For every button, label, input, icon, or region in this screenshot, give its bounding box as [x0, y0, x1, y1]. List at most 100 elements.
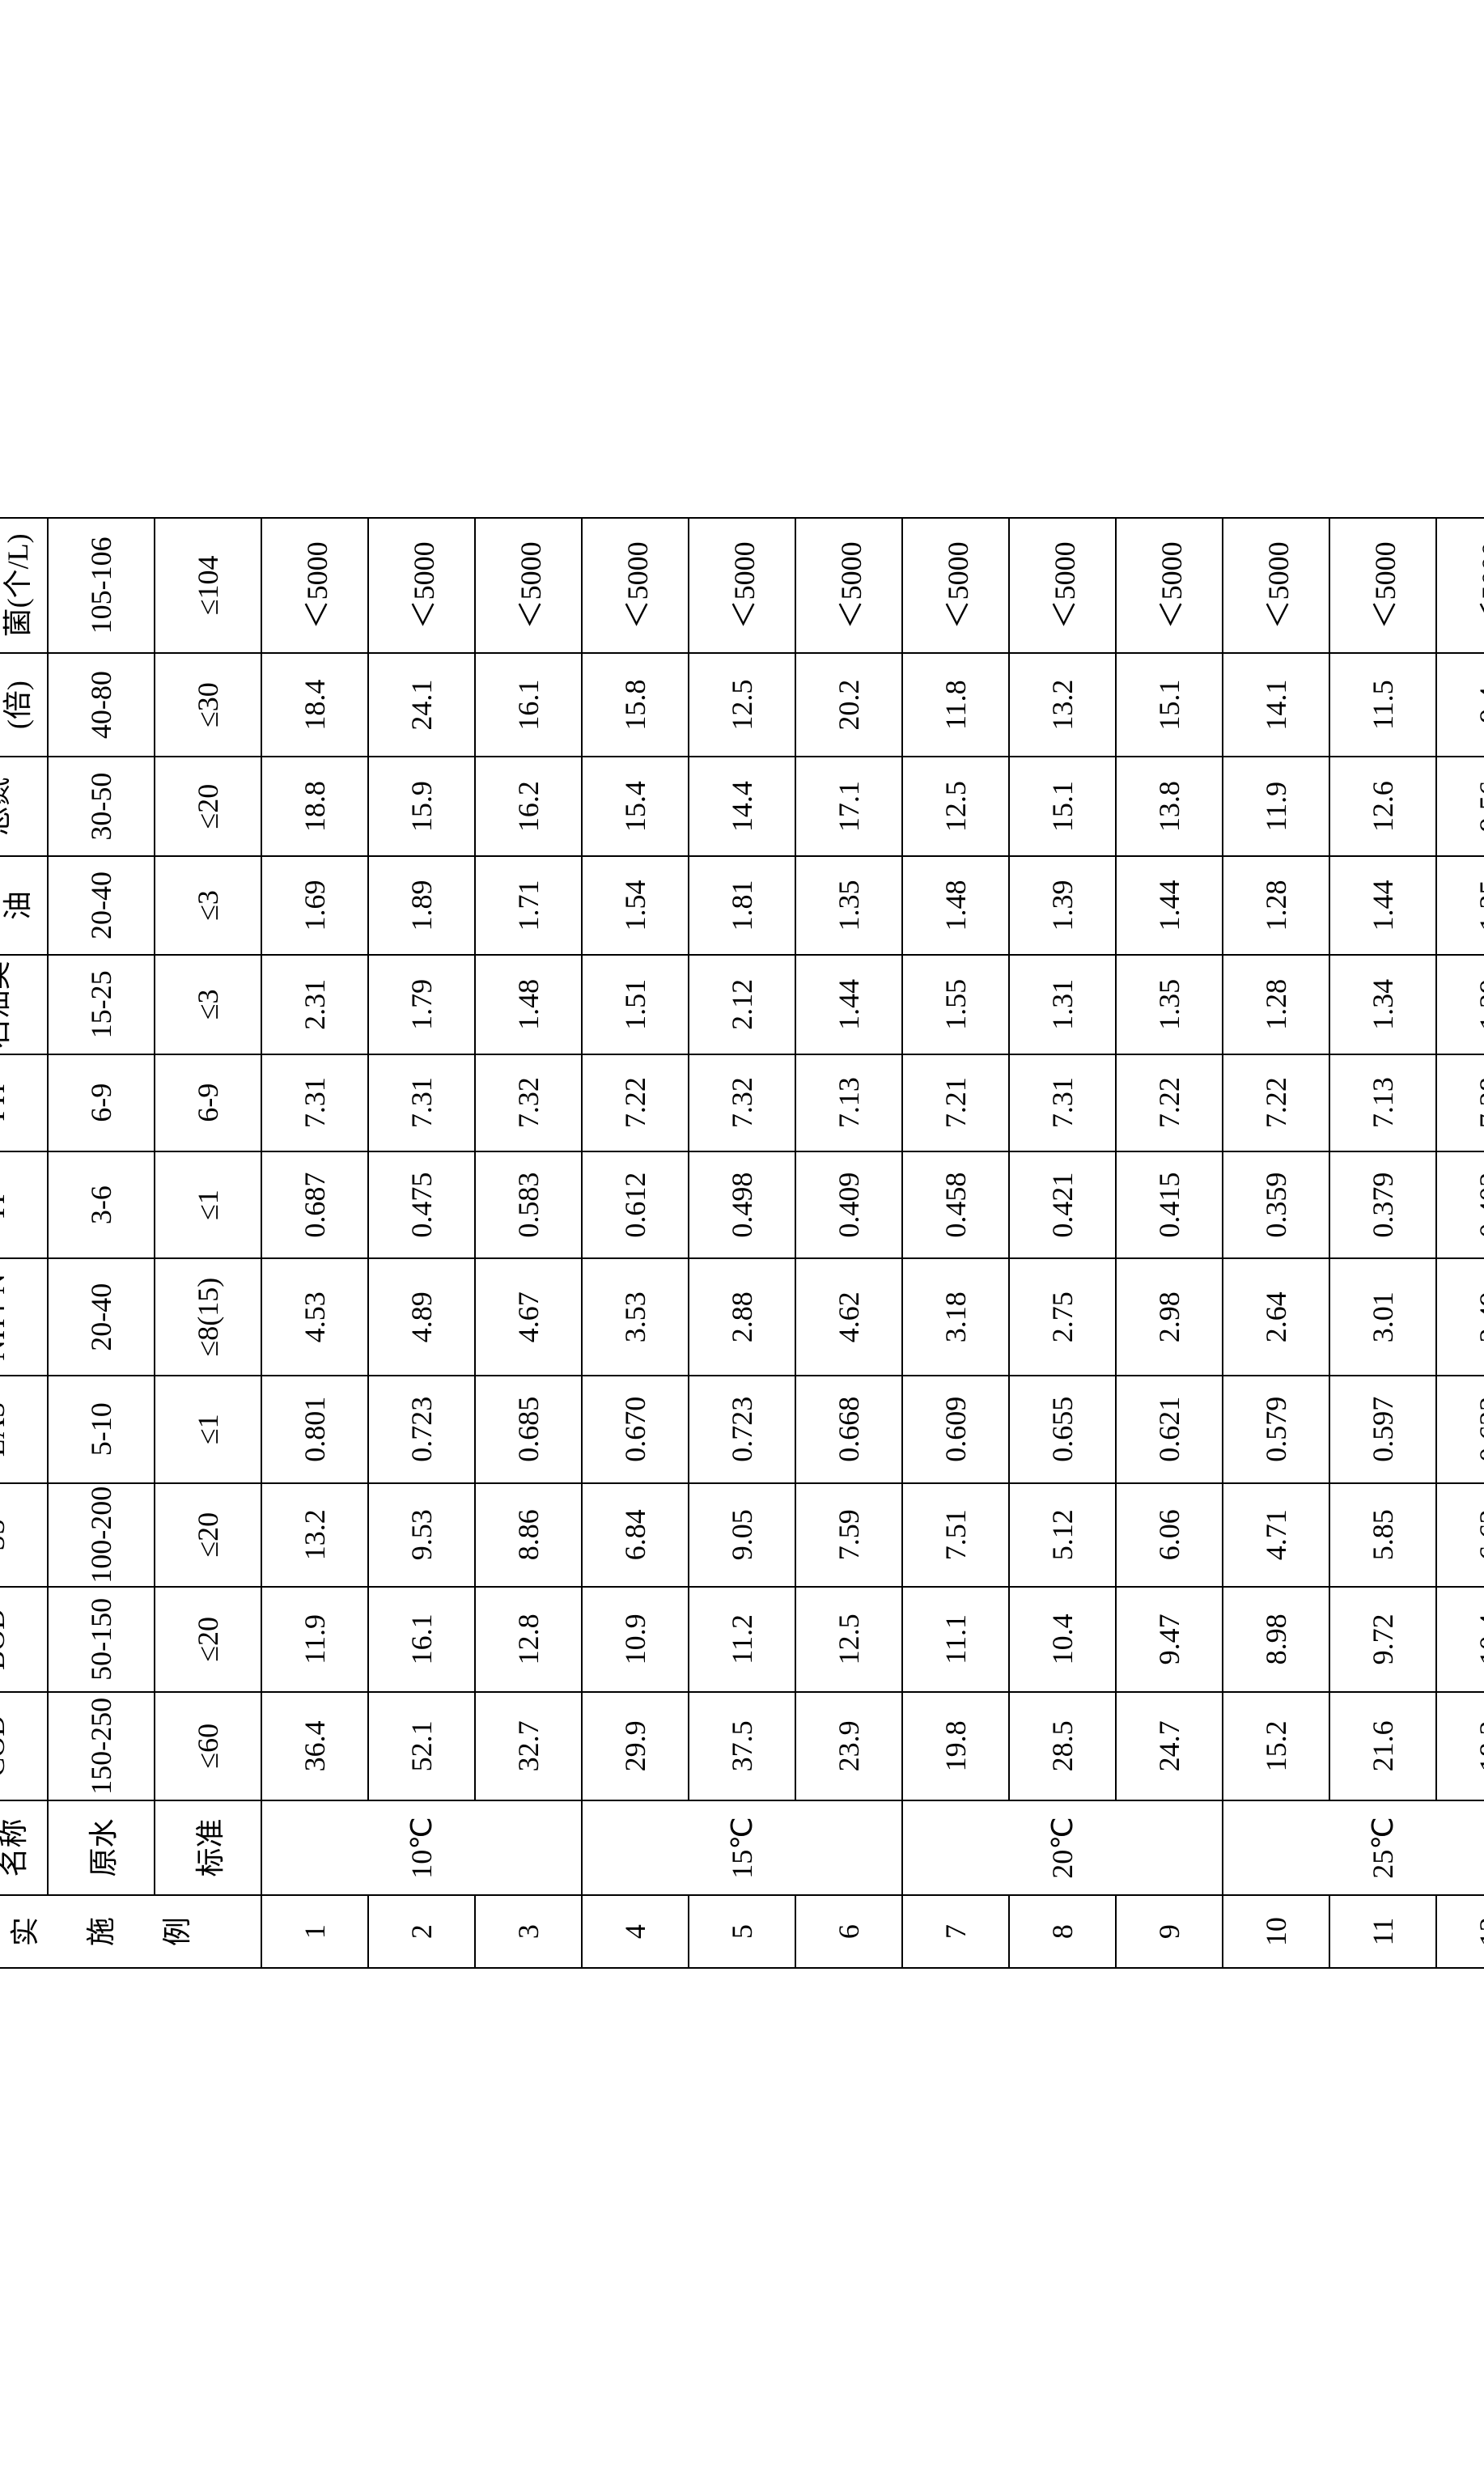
cell-BOD: 10.4 — [1009, 1586, 1116, 1691]
row-index: 10 — [1223, 1895, 1329, 1968]
raw-VEG: 20-40 — [48, 855, 155, 954]
cell-CHROMA: 20.2 — [795, 652, 902, 757]
cell-PH: 7.32 — [689, 1054, 795, 1151]
cell-BOD: 10.4 — [1436, 1586, 1484, 1691]
raw-TN: 30-50 — [48, 757, 155, 855]
cell-NH4N: 2.88 — [689, 1258, 795, 1375]
cell-NH4N: 4.89 — [368, 1258, 475, 1375]
cell-COD: 37.5 — [689, 1691, 795, 1800]
cell-TP: 0.612 — [582, 1151, 689, 1258]
col-CHROMA: 色度(倍) — [0, 652, 48, 757]
cell-TP: 0.583 — [475, 1151, 582, 1258]
std-CHROMA: ≤30 — [155, 652, 261, 757]
cell-BOD: 12.5 — [795, 1586, 902, 1691]
cell-OIL: 1.48 — [475, 955, 582, 1054]
cell-COD: 18.2 — [1436, 1691, 1484, 1800]
cell-BOD: 11.1 — [902, 1586, 1009, 1691]
std-BOD: ≤20 — [155, 1586, 261, 1691]
cell-LAS: 0.622 — [1436, 1375, 1484, 1482]
cell-OIL: 1.35 — [1116, 955, 1223, 1054]
raw-COLI: 105-106 — [48, 518, 155, 653]
cell-TN: 16.2 — [475, 757, 582, 855]
raw-BOD: 50-150 — [48, 1586, 155, 1691]
cell-VEG: 1.81 — [689, 855, 795, 954]
experiment-label-cell: 实 施 例 — [0, 1895, 261, 1968]
cell-COLI: ＜5000 — [902, 518, 1009, 653]
std-SS: ≤20 — [155, 1482, 261, 1586]
cell-BOD: 16.1 — [368, 1586, 475, 1691]
cell-LAS: 0.685 — [475, 1375, 582, 1482]
cell-LAS: 0.655 — [1009, 1375, 1116, 1482]
cell-TP: 0.475 — [368, 1151, 475, 1258]
cell-LAS: 0.801 — [261, 1375, 368, 1482]
raw-OIL: 15-25 — [48, 955, 155, 1054]
cell-LAS: 0.723 — [368, 1375, 475, 1482]
cell-PH: 7.31 — [261, 1054, 368, 1151]
cell-LAS: 0.579 — [1223, 1375, 1329, 1482]
col-SS: SS — [0, 1482, 48, 1586]
raw-water-row: 原水 150-250 50-150 100-200 5-10 20-40 3-6… — [48, 518, 155, 1968]
cell-NH4N: 4.67 — [475, 1258, 582, 1375]
cell-VEG: 1.89 — [368, 855, 475, 954]
raw-NH4N: 20-40 — [48, 1258, 155, 1375]
row-index: 6 — [795, 1895, 902, 1968]
cell-BOD: 10.9 — [582, 1586, 689, 1691]
cell-BOD: 12.8 — [475, 1586, 582, 1691]
cell-OIL: 2.12 — [689, 955, 795, 1054]
std-NH4N: ≤8(15) — [155, 1258, 261, 1375]
cell-TN: 15.4 — [582, 757, 689, 855]
cell-TP: 0.402 — [1436, 1151, 1484, 1258]
cell-VEG: 1.35 — [795, 855, 902, 954]
cell-TP: 0.687 — [261, 1151, 368, 1258]
cell-COLI: ＜5000 — [795, 518, 902, 653]
cell-NH4N: 3.01 — [1329, 1258, 1436, 1375]
col-TP: TP — [0, 1151, 48, 1258]
cell-COLI: ＜5000 — [1436, 518, 1484, 653]
cell-BOD: 9.47 — [1116, 1586, 1223, 1691]
cell-TN: 18.8 — [261, 757, 368, 855]
standard-row: 标准 ≤60 ≤20 ≤20 ≤1 ≤8(15) ≤1 6-9 ≤3 ≤3 ≤2… — [155, 518, 261, 1968]
table-row: 623.912.57.590.6684.620.4097.131.441.351… — [795, 518, 902, 1968]
col-OIL: 石油类 — [0, 955, 48, 1054]
std-COLI: ≤104 — [155, 518, 261, 653]
cell-SS: 4.71 — [1223, 1482, 1329, 1586]
raw-LAS: 5-10 — [48, 1375, 155, 1482]
temp-label: 10℃ — [261, 1800, 582, 1894]
cell-TP: 0.421 — [1009, 1151, 1116, 1258]
cell-LAS: 0.597 — [1329, 1375, 1436, 1482]
cell-OIL: 1.51 — [582, 955, 689, 1054]
col-LAS: LAS — [0, 1375, 48, 1482]
experiment-label: 实 施 例 — [11, 1896, 192, 1967]
col-PH: PH — [0, 1054, 48, 1151]
cell-OIL: 1.29 — [1436, 955, 1484, 1054]
cell-COD: 32.7 — [475, 1691, 582, 1800]
cell-SS: 6.84 — [582, 1482, 689, 1586]
cell-TP: 0.359 — [1223, 1151, 1329, 1258]
cell-TN: 17.1 — [795, 757, 902, 855]
cell-PH: 7.13 — [795, 1054, 902, 1151]
cell-NH4N: 4.62 — [795, 1258, 902, 1375]
cell-VEG: 1.39 — [1009, 855, 1116, 954]
cell-TN: 14.4 — [689, 757, 795, 855]
cell-CHROMA: 14.1 — [1223, 652, 1329, 757]
std-PH: 6-9 — [155, 1054, 261, 1151]
col-BOD: BOD — [0, 1586, 48, 1691]
cell-CHROMA: 11.5 — [1329, 652, 1436, 757]
row-index: 4 — [582, 1895, 689, 1968]
row-index: 7 — [902, 1895, 1009, 1968]
raw-SS: 100-200 — [48, 1482, 155, 1586]
page-wrapper: 实 施 例 参数 名称 COD BOD SS LAS NH4-N TP — [16, 16, 1468, 2469]
cell-COLI: ＜5000 — [368, 518, 475, 653]
cell-VEG: 1.48 — [902, 855, 1009, 954]
cell-TN: 11.9 — [1223, 757, 1329, 855]
table-row: 1218.210.46.620.6222.490.4027.281.291.35… — [1436, 518, 1484, 1968]
cell-PH: 7.22 — [1116, 1054, 1223, 1151]
cell-CHROMA: 13.2 — [1009, 652, 1116, 757]
exp-char-3: 例 — [163, 1917, 192, 1946]
cell-NH4N: 2.98 — [1116, 1258, 1223, 1375]
header-row: 实 施 例 参数 名称 COD BOD SS LAS NH4-N TP — [0, 518, 48, 1968]
col-NH4N: NH4-N — [0, 1258, 48, 1375]
cell-VEG: 1.44 — [1329, 855, 1436, 954]
cell-CHROMA: 15.1 — [1116, 652, 1223, 757]
cell-PH: 7.28 — [1436, 1054, 1484, 1151]
